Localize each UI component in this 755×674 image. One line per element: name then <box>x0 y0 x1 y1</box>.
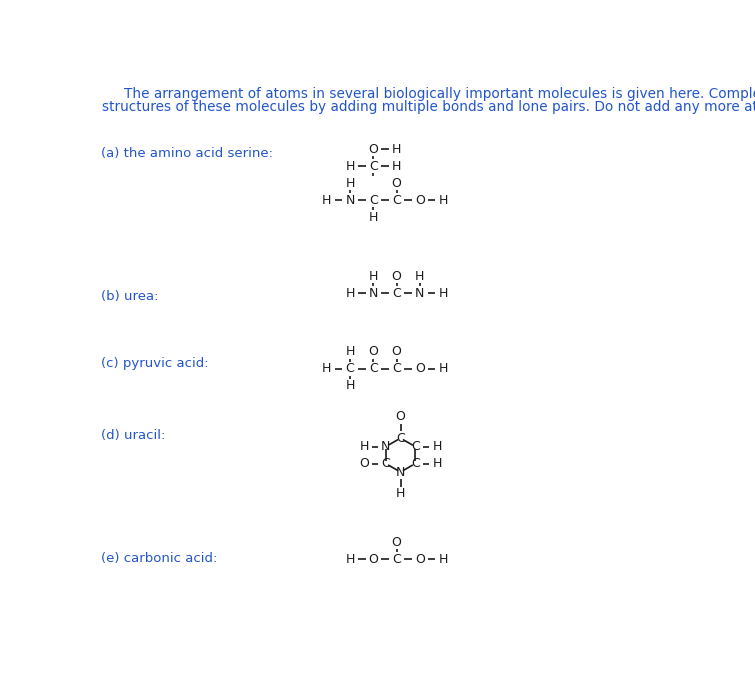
Text: H: H <box>346 345 355 359</box>
Text: N: N <box>368 287 378 300</box>
Text: O: O <box>415 193 425 207</box>
Text: H: H <box>346 177 355 190</box>
Text: H: H <box>322 363 331 375</box>
Text: H: H <box>346 287 355 300</box>
Text: H: H <box>346 553 355 565</box>
Text: H: H <box>392 160 402 173</box>
Text: H: H <box>359 440 368 453</box>
Text: C: C <box>369 193 378 207</box>
Text: O: O <box>392 270 402 283</box>
Text: The arrangement of atoms in several biologically important molecules is given he: The arrangement of atoms in several biol… <box>124 87 755 101</box>
Text: (b) urea:: (b) urea: <box>100 290 158 303</box>
Text: O: O <box>396 410 405 423</box>
Text: N: N <box>381 440 390 453</box>
Text: (a) the amino acid serine:: (a) the amino acid serine: <box>100 148 273 160</box>
Text: O: O <box>368 553 378 565</box>
Text: H: H <box>368 211 378 224</box>
Text: C: C <box>369 160 378 173</box>
Text: C: C <box>393 193 401 207</box>
Text: H: H <box>439 287 448 300</box>
Text: C: C <box>393 363 401 375</box>
Text: N: N <box>346 193 355 207</box>
Text: H: H <box>439 363 448 375</box>
Text: (d) uracil:: (d) uracil: <box>100 429 165 441</box>
Text: C: C <box>393 287 401 300</box>
Text: structures of these molecules by adding multiple bonds and lone pairs. Do not ad: structures of these molecules by adding … <box>102 100 755 114</box>
Text: H: H <box>396 487 405 500</box>
Text: O: O <box>415 363 425 375</box>
Text: O: O <box>368 143 378 156</box>
Text: C: C <box>411 457 420 470</box>
Text: H: H <box>439 553 448 565</box>
Text: N: N <box>415 287 424 300</box>
Text: H: H <box>439 193 448 207</box>
Text: H: H <box>433 457 442 470</box>
Text: O: O <box>415 553 425 565</box>
Text: O: O <box>392 345 402 359</box>
Text: (c) pyruvic acid:: (c) pyruvic acid: <box>100 357 208 370</box>
Text: O: O <box>392 177 402 190</box>
Text: N: N <box>396 466 405 479</box>
Text: H: H <box>368 270 378 283</box>
Text: C: C <box>369 363 378 375</box>
Text: O: O <box>392 536 402 549</box>
Text: H: H <box>415 270 424 283</box>
Text: C: C <box>396 431 405 445</box>
Text: C: C <box>381 457 390 470</box>
Text: C: C <box>411 440 420 453</box>
Text: H: H <box>433 440 442 453</box>
Text: O: O <box>359 457 369 470</box>
Text: C: C <box>346 363 355 375</box>
Text: C: C <box>393 553 401 565</box>
Text: H: H <box>346 379 355 392</box>
Text: H: H <box>322 193 331 207</box>
Text: H: H <box>346 160 355 173</box>
Text: (e) carbonic acid:: (e) carbonic acid: <box>100 552 217 565</box>
Text: H: H <box>392 143 402 156</box>
Text: O: O <box>368 345 378 359</box>
